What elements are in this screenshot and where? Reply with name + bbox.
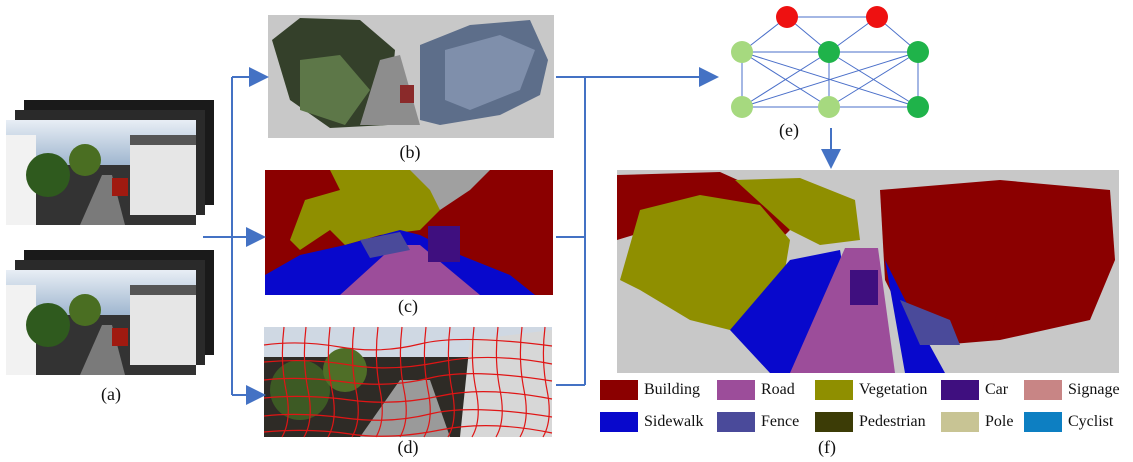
flow-arrows (203, 67, 841, 405)
legend-label: Fence (761, 413, 800, 430)
legend-item-car: Car (941, 380, 1008, 400)
legend-label: Signage (1068, 381, 1120, 398)
legend-item-signage: Signage (1024, 380, 1120, 400)
legend-label: Building (644, 381, 701, 398)
legend-item-road: Road (717, 380, 795, 400)
caption-a: (a) (101, 384, 121, 404)
caption-d: (d) (397, 437, 419, 457)
graph-node-lightgreen-1 (731, 41, 753, 63)
legend-item-pedestrian: Pedestrian (815, 412, 926, 432)
legend-swatch (600, 380, 638, 400)
caption-b: (b) (399, 142, 421, 162)
graph-edges (741, 16, 919, 108)
graph-node-green-1 (818, 41, 840, 63)
legend-swatch (941, 412, 979, 432)
legend-swatch (600, 412, 638, 432)
input-image-stack-top (6, 100, 214, 225)
graph-node-green-3 (907, 96, 929, 118)
legend-item-building: Building (600, 380, 700, 400)
segmentation-image (265, 170, 553, 295)
legend-swatch (1024, 412, 1062, 432)
legend-swatch (941, 380, 979, 400)
graph-node-lightgreen-2 (731, 96, 753, 118)
legend-label: Cyclist (1068, 413, 1114, 430)
graph-diagram (731, 6, 929, 118)
caption-c: (c) (398, 296, 418, 316)
semantic-map-image (617, 170, 1119, 373)
input-image-stack-bottom (6, 250, 214, 375)
legend-label: Road (761, 381, 795, 398)
graph-node-red-2 (866, 6, 888, 28)
legend-label: Sidewalk (644, 413, 704, 430)
legend-item-fence: Fence (717, 412, 799, 432)
legend-swatch (815, 412, 853, 432)
legend-label: Vegetation (859, 381, 928, 398)
legend-label: Pedestrian (859, 413, 926, 430)
legend-item-vegetation: Vegetation (815, 380, 927, 400)
caption-f: (f) (818, 437, 836, 457)
superpixel-image (263, 326, 553, 438)
legend-label: Car (985, 381, 1009, 398)
legend-item-cyclist: Cyclist (1024, 412, 1113, 432)
legend-swatch (717, 380, 755, 400)
point-cloud-image (268, 15, 554, 138)
legend-label: Pole (985, 413, 1014, 430)
legend-swatch (1024, 380, 1062, 400)
legend-item-pole: Pole (941, 412, 1013, 432)
legend-swatch (815, 380, 853, 400)
graph-node-lightgreen-3 (818, 96, 840, 118)
caption-e: (e) (779, 120, 799, 140)
legend-swatch (717, 412, 755, 432)
graph-node-red-1 (776, 6, 798, 28)
graph-node-green-2 (907, 41, 929, 63)
legend-item-sidewalk: Sidewalk (600, 412, 704, 432)
